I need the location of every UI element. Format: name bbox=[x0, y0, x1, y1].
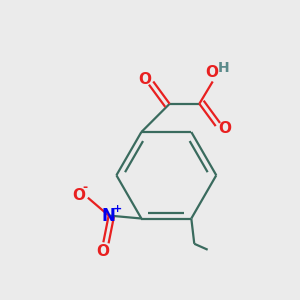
Text: -: - bbox=[82, 181, 88, 194]
Text: O: O bbox=[138, 72, 152, 87]
Text: +: + bbox=[112, 204, 122, 214]
Text: O: O bbox=[72, 188, 85, 203]
Text: H: H bbox=[218, 61, 230, 75]
Text: O: O bbox=[218, 121, 231, 136]
Text: N: N bbox=[102, 206, 116, 224]
Text: O: O bbox=[96, 244, 109, 259]
Text: O: O bbox=[205, 65, 218, 80]
